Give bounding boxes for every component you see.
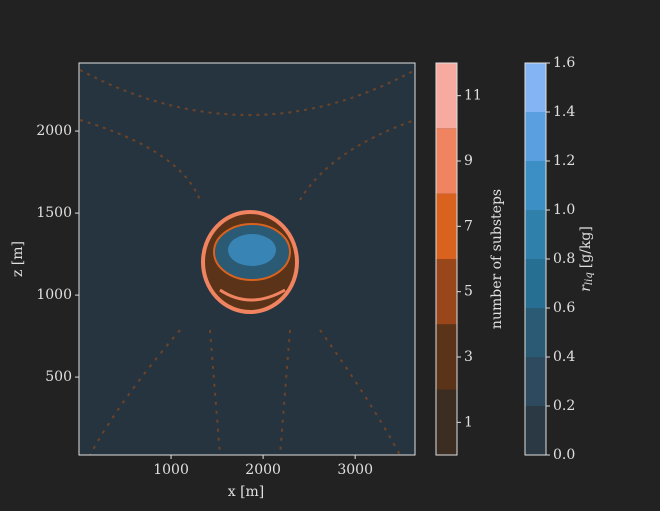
colorbar-label: rliq [g/kg] (578, 226, 595, 292)
y-tick-label: 500 (45, 369, 72, 385)
colorbar-tick-label: 7 (464, 218, 473, 234)
colorbar-band (436, 193, 457, 259)
colorbar-band (436, 128, 457, 194)
colorbar-band (436, 324, 457, 390)
colorbar-band (525, 406, 546, 455)
colorbar-tick-label: 0.0 (553, 447, 575, 463)
plot-frame (78, 62, 416, 456)
colorbar-tick-label: 1.2 (553, 153, 575, 169)
x-tick-label: 1000 (153, 462, 189, 478)
colorbar-tick-label: 1.6 (553, 55, 575, 71)
colorbar-tick-label: 0.6 (553, 300, 575, 316)
colorbar-band (436, 389, 457, 455)
colorbar-band (525, 63, 546, 112)
colorbar-band (525, 357, 546, 406)
field-sketch (79, 69, 415, 455)
colorbar-tick-label: 1.4 (553, 104, 575, 120)
colorbar-tick-label: 11 (464, 88, 482, 104)
x-axis-label: x [m] (228, 484, 265, 500)
colorbar-tick-label: 0.8 (553, 251, 575, 267)
y-tick-label: 2000 (36, 123, 72, 139)
colorbar-tick-label: 1.0 (553, 202, 575, 218)
subscript: liq (584, 272, 595, 285)
colorbar-band (525, 308, 546, 357)
y-tick-label: 1500 (36, 205, 72, 221)
colorbar-frame (435, 62, 458, 456)
y-tick-label: 1000 (36, 287, 72, 303)
colorbar-band (525, 161, 546, 210)
colorbar-tick-label: 0.2 (553, 398, 575, 414)
colorbar-band (436, 63, 457, 129)
colorbar-band (525, 210, 546, 259)
colorbar-band (525, 112, 546, 161)
colorbar-band (436, 259, 457, 325)
colorbar-tick-label: 1 (464, 414, 473, 430)
x-tick-label: 2000 (245, 462, 281, 478)
x-tick-label: 3000 (337, 462, 373, 478)
colorbar-tick-label: 0.4 (553, 349, 575, 365)
colorbar-tick-label: 5 (464, 284, 473, 300)
unit: [g/kg] (578, 226, 594, 268)
colorbar-tick-label: 3 (464, 349, 473, 365)
colorbar-tick-label: 9 (464, 153, 473, 169)
symbol: r (578, 284, 594, 292)
colorbar-label: number of substeps (489, 189, 505, 329)
colorbar-band (525, 259, 546, 308)
y-axis-label: z [m] (10, 241, 26, 277)
